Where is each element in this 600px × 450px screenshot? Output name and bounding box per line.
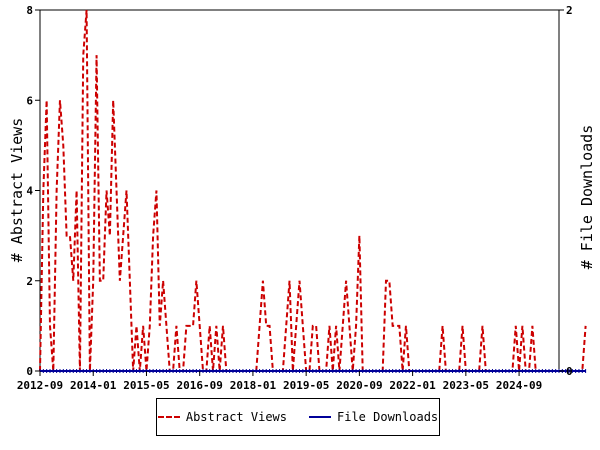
legend-item-file-downloads: File Downloads bbox=[309, 410, 438, 424]
x-tick-label: 2012-09 bbox=[17, 379, 63, 392]
y2-tick-label: 2 bbox=[566, 4, 573, 17]
series-layer bbox=[39, 9, 587, 373]
axes-layer: 0 2 4 6 8 0 2 2012-09 2014-01 2015-05 2016-09 2018-… bbox=[17, 4, 573, 392]
x-tick-label: 2023-05 bbox=[443, 379, 489, 392]
legend-label-file-downloads: File Downloads bbox=[337, 410, 439, 424]
y-tick-label: 2 bbox=[26, 275, 33, 288]
plot-frame bbox=[39, 9, 560, 372]
x-tick-label: 2015-05 bbox=[123, 379, 169, 392]
x-tick-label: 2020-09 bbox=[336, 379, 382, 392]
legend: Abstract Views File Downloads bbox=[156, 398, 440, 436]
y-tick-label: 0 bbox=[26, 365, 33, 378]
plot-area bbox=[39, 9, 560, 372]
legend-label-abstract-views: Abstract Views bbox=[185, 410, 287, 424]
x-tick-label: 2019-05 bbox=[283, 379, 329, 392]
y-tick-label: 4 bbox=[26, 185, 33, 198]
x-tick-label: 2016-09 bbox=[177, 379, 223, 392]
legend-swatch-file-downloads bbox=[309, 416, 331, 418]
y-axis-title: # Abstract Views bbox=[8, 118, 26, 263]
x-tick-label: 2014-01 bbox=[70, 379, 117, 392]
y2-axis-title: # File Downloads bbox=[578, 125, 596, 270]
y-tick-label: 8 bbox=[26, 4, 33, 17]
x-tick-label: 2022-01 bbox=[389, 379, 436, 392]
legend-swatch-abstract-views bbox=[157, 416, 180, 418]
x-tick-label: 2018-01 bbox=[230, 379, 277, 392]
x-tick-label: 2024-09 bbox=[496, 379, 542, 392]
y2-tick-label: 0 bbox=[566, 365, 573, 378]
legend-item-abstract-views: Abstract Views bbox=[157, 410, 287, 424]
y-tick-label: 6 bbox=[26, 94, 33, 107]
